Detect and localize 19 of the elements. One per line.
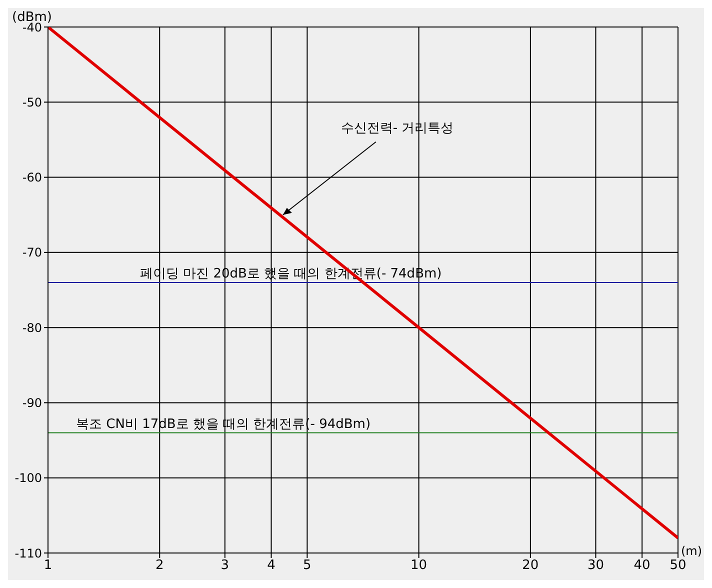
y-tick-label: -40 [22, 20, 42, 34]
y-tick-label: -110 [14, 546, 42, 560]
x-tick-label: 4 [267, 558, 276, 574]
x-tick-label: 20 [522, 558, 539, 574]
y-tick-label: -90 [22, 396, 42, 410]
x-tick-label: 5 [303, 558, 312, 574]
x-tick-label: 30 [587, 558, 604, 574]
y-tick-label: -60 [22, 170, 42, 185]
y-tick-label: -100 [14, 471, 42, 486]
y-tick-label: -50 [22, 95, 42, 110]
x-tick-label: 1 [44, 558, 52, 574]
x-tick-label: 40 [634, 558, 650, 574]
y-tick-label: -70 [22, 246, 42, 260]
x-tick-label: 2 [155, 558, 164, 574]
y-tick-label: -80 [22, 320, 42, 335]
x-axis-title: (m) [681, 544, 702, 558]
x-tick-label: 3 [220, 558, 230, 574]
x-tick-label: 10 [410, 558, 428, 574]
x-tick-label: 50 [670, 558, 686, 574]
